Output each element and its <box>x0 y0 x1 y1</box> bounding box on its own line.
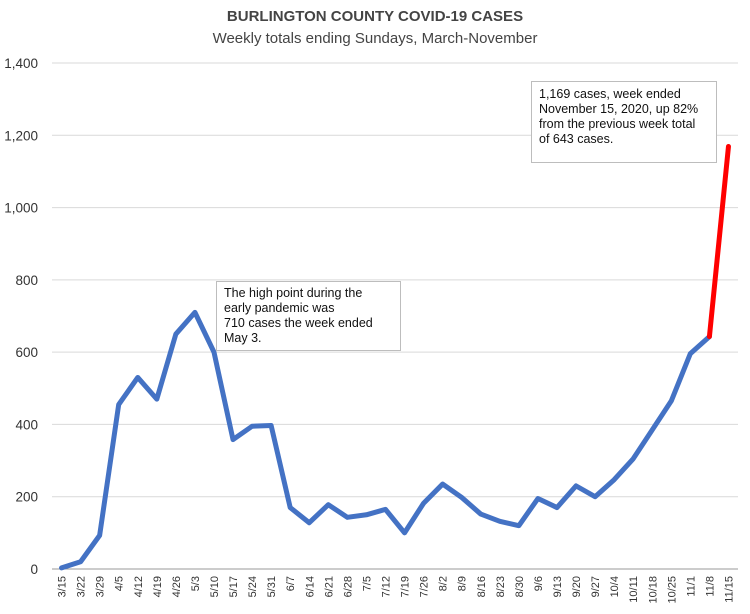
x-tick-label: 5/10 <box>209 576 221 597</box>
data-point <box>689 352 692 355</box>
data-point <box>79 560 82 563</box>
x-tick-label: 5/3 <box>190 576 202 591</box>
annotation-line: May 3. <box>224 331 262 345</box>
annotation-line: early pandemic was <box>224 301 335 315</box>
data-point <box>60 566 63 569</box>
x-tick-label: 7/5 <box>361 576 373 591</box>
annotation-line: 710 cases the week ended <box>224 316 373 330</box>
data-point <box>117 403 120 406</box>
y-tick-label: 1,200 <box>4 128 38 143</box>
data-point <box>155 398 158 401</box>
y-tick-label: 600 <box>15 345 38 360</box>
data-point <box>517 524 520 527</box>
x-tick-label: 3/29 <box>95 576 107 597</box>
annotation-line: November 15, 2020, up 82% <box>539 102 699 116</box>
data-point <box>98 534 101 537</box>
annotation-line: from the previous week total <box>539 117 696 131</box>
x-tick-label: 6/21 <box>323 576 335 597</box>
y-tick-label: 1,000 <box>4 201 38 216</box>
x-tick-label: 8/16 <box>476 576 488 597</box>
x-tick-label: 8/30 <box>514 576 526 597</box>
series-line-highlight <box>706 143 731 340</box>
x-tick-label: 9/13 <box>552 576 564 597</box>
data-point <box>441 483 444 486</box>
data-point <box>613 478 616 481</box>
x-tick-label: 3/15 <box>57 576 69 597</box>
x-tick-label: 9/20 <box>571 576 583 597</box>
x-tick-label: 4/12 <box>133 576 145 597</box>
x-tick-label: 10/25 <box>666 576 678 604</box>
data-point <box>651 428 654 431</box>
data-point <box>632 457 635 460</box>
data-point <box>232 438 235 441</box>
data-point <box>289 506 292 509</box>
x-tick-label: 6/14 <box>304 576 316 597</box>
data-point <box>575 484 578 487</box>
x-tick-label: 6/28 <box>342 576 354 597</box>
x-tick-label: 4/19 <box>152 576 164 597</box>
annotation-line: of 643 cases. <box>539 132 614 146</box>
x-tick-label: 10/18 <box>647 576 659 604</box>
data-point <box>346 516 349 519</box>
data-point <box>365 513 368 516</box>
data-point <box>308 521 311 524</box>
x-tick-label: 7/19 <box>400 576 412 597</box>
x-tick-label: 7/26 <box>419 576 431 597</box>
x-tick-label: 5/24 <box>247 576 259 597</box>
data-point <box>536 497 539 500</box>
x-tick-label: 10/4 <box>609 576 621 597</box>
data-point <box>460 496 463 499</box>
y-tick-label: 400 <box>15 417 38 432</box>
x-tick-label: 11/1 <box>685 576 697 597</box>
data-point <box>212 351 215 354</box>
series-lines <box>59 143 731 571</box>
x-tick-label: 11/15 <box>723 576 735 603</box>
x-tick-label: 6/7 <box>285 576 297 591</box>
series-line <box>59 309 712 571</box>
data-point <box>251 425 254 428</box>
data-point <box>384 508 387 511</box>
data-point <box>479 513 482 516</box>
chart-title: BURLINGTON COUNTY COVID-19 CASES <box>227 8 523 25</box>
data-point <box>498 520 501 523</box>
y-tick-label: 0 <box>30 562 38 577</box>
x-tick-label: 8/23 <box>495 576 507 597</box>
data-point <box>403 531 406 534</box>
data-point <box>670 399 673 402</box>
data-point <box>727 145 730 148</box>
x-tick-label: 8/2 <box>438 576 450 591</box>
data-point <box>174 333 177 336</box>
data-point <box>136 376 139 379</box>
annotation-line: The high point during the <box>224 286 363 300</box>
x-axis: 3/15 3/22 3/29 4/5 4/12 4/19 4/26 5/3 5/10 5/17 5/… <box>57 576 736 604</box>
y-tick-label: 1,400 <box>4 56 38 71</box>
data-point <box>270 424 273 427</box>
y-axis: 0 200 400 600 800 1,000 1,200 1,400 <box>4 56 38 577</box>
x-tick-label: 9/6 <box>533 576 545 591</box>
x-tick-label: 11/8 <box>704 576 716 597</box>
y-tick-label: 200 <box>15 490 38 505</box>
y-tick-label: 800 <box>15 273 38 288</box>
x-tick-label: 3/22 <box>76 576 88 597</box>
x-tick-label: 7/12 <box>380 576 392 597</box>
annotation-line: 1,169 cases, week ended <box>539 87 681 101</box>
data-point <box>555 506 558 509</box>
data-point <box>327 503 330 506</box>
x-tick-label: 5/31 <box>266 576 278 597</box>
annotation-early-peak: The high point during the early pandemic… <box>216 281 401 351</box>
data-point <box>594 495 597 498</box>
x-tick-label: 8/9 <box>457 576 469 591</box>
x-tick-label: 9/27 <box>590 576 602 597</box>
data-point <box>708 335 711 338</box>
data-point <box>422 502 425 505</box>
x-tick-label: 4/5 <box>114 576 126 591</box>
annotation-latest-week: 1,169 cases, week ended November 15, 202… <box>531 81 717 163</box>
x-tick-label: 10/11 <box>628 576 640 603</box>
x-tick-label: 4/26 <box>171 576 183 597</box>
data-point <box>193 311 196 314</box>
x-tick-label: 5/17 <box>228 576 240 597</box>
chart-subtitle: Weekly totals ending Sundays, March-Nove… <box>213 30 538 47</box>
